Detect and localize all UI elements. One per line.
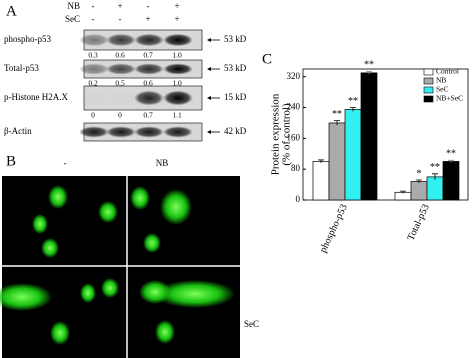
blot-label: Total-p53: [4, 63, 39, 73]
error-bar: [350, 107, 356, 112]
error-bar: [318, 159, 324, 164]
treatment-sign: -: [92, 14, 95, 24]
significance: **: [430, 162, 440, 173]
quant-label: 0.2: [88, 79, 98, 88]
significance: **: [332, 109, 342, 120]
treatment-sign: -: [92, 1, 95, 11]
legend-label: Control: [436, 67, 459, 76]
error-bar: [416, 179, 422, 184]
quant-label: 0.5: [115, 79, 125, 88]
treatment-sign: -: [147, 1, 150, 11]
legend-swatch: [423, 68, 434, 76]
panel-label: A: [6, 3, 17, 19]
quant-label: 0: [91, 111, 95, 120]
band: [79, 126, 109, 138]
blot-label: β-Actin: [4, 126, 32, 136]
band: [106, 33, 136, 47]
treatment-label: SeC: [65, 14, 80, 24]
y-tick-label: 0: [296, 194, 301, 204]
arrow-head: [207, 38, 211, 42]
quant-label: 0.6: [143, 79, 153, 88]
arrow-head: [207, 130, 211, 134]
treatment-sign: +: [145, 14, 150, 24]
significance: **: [446, 149, 456, 160]
size-label: 42 kD: [224, 126, 247, 136]
row-label: SeC: [244, 319, 259, 329]
band: [106, 63, 136, 75]
bar: [360, 72, 378, 201]
column-label: -: [64, 158, 67, 168]
treatment-sign: +: [174, 1, 179, 11]
column-label: NB: [156, 158, 169, 168]
band: [163, 90, 193, 106]
quant-label: 0: [118, 111, 122, 120]
band: [79, 63, 109, 75]
size-label: 53 kD: [224, 63, 247, 73]
y-tick-label: 80: [291, 163, 301, 173]
band: [134, 126, 164, 138]
y-tick-label: 160: [287, 132, 301, 142]
axis-title: (% of control): [281, 103, 293, 166]
band: [163, 33, 193, 47]
quant-label: 1.0: [172, 51, 182, 60]
band: [163, 126, 193, 138]
quant-label: 0.7: [143, 111, 153, 120]
treatment-sign: +: [117, 1, 122, 11]
row-label: -: [230, 278, 233, 288]
band: [134, 90, 164, 106]
axis-title: Protein expression: [270, 93, 282, 175]
bar: [344, 109, 362, 201]
y-tick-label: 240: [287, 102, 301, 112]
error-bar: [400, 190, 406, 194]
x-tick-label: Total-p53: [405, 203, 431, 243]
error-bar: [432, 173, 438, 180]
y-tick-label: 320: [287, 71, 301, 81]
band: [106, 91, 136, 106]
significance: *: [417, 168, 422, 179]
legend-label: NB: [436, 76, 446, 85]
size-label: 53 kD: [224, 34, 247, 44]
panel-label: C: [262, 51, 272, 67]
arrow-head: [207, 96, 211, 100]
quant-label: 0.6: [115, 51, 125, 60]
error-bar: [448, 159, 454, 163]
quant-label: 0.7: [143, 51, 153, 60]
x-tick-label: phospho-p53: [318, 203, 350, 255]
significance: **: [364, 60, 374, 71]
size-label: 15 kD: [224, 92, 247, 102]
bar: [312, 161, 330, 201]
treatment-sign: +: [174, 14, 179, 24]
band: [79, 33, 109, 47]
chart: C Protein expression (% of control) 0 80 160 2…: [262, 51, 469, 255]
treatment-label: NB: [67, 1, 80, 11]
blot-label: p-Histone H2A.X: [4, 92, 68, 102]
error-bar: [366, 70, 372, 75]
band: [163, 63, 193, 75]
bar: [442, 161, 460, 201]
quant-label: 0.3: [88, 51, 98, 60]
micrographs: [0, 176, 240, 358]
arrow-head: [207, 67, 211, 71]
band: [134, 63, 164, 75]
quant-label: 1.0: [172, 79, 182, 88]
legend-swatch: [423, 86, 434, 94]
quant-label: 1.1: [172, 111, 182, 120]
legend-swatch: [423, 77, 434, 85]
legend-swatch: [423, 95, 434, 103]
band: [106, 126, 136, 138]
legend-label: NB+SeC: [436, 94, 463, 103]
error-bar: [334, 120, 340, 126]
plot-frame: [302, 68, 469, 201]
blot-label: phospho-p53: [4, 34, 51, 44]
treatment-sign: -: [119, 14, 122, 24]
band: [134, 33, 164, 47]
bar: [426, 176, 444, 201]
legend-label: SeC: [436, 85, 449, 94]
significance: **: [348, 96, 358, 107]
band: [79, 91, 109, 106]
panel-label: B: [6, 153, 16, 169]
bar: [410, 181, 428, 201]
bar: [328, 122, 346, 201]
